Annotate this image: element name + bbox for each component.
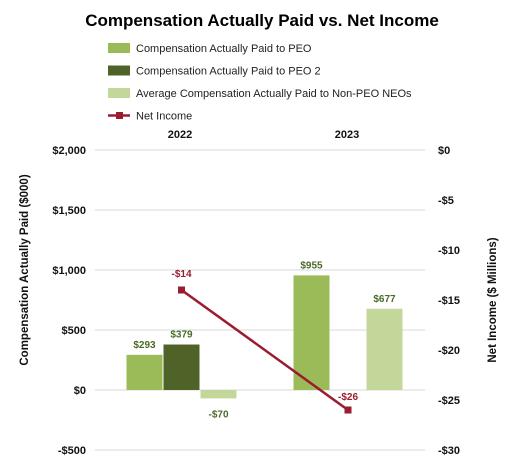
y2-tick-label: -$20 <box>438 345 460 357</box>
legend: Compensation Actually Paid to PEO Compens… <box>108 43 412 123</box>
net-income-marker-2022 <box>178 286 185 294</box>
data-label-2023-series-1: $955 <box>300 260 323 271</box>
net-income-line <box>178 286 352 414</box>
left-axis-title: Compensation Actually Paid ($000) <box>19 174 31 365</box>
left-axis-ticks: $2,000 $1,500 $1,000 $500 $0 -$500 <box>52 145 86 457</box>
right-axis-ticks: $0 -$5 -$10 -$15 -$20 -$25 -$30 <box>438 145 460 457</box>
data-label-2022-series-2: $379 <box>170 330 193 341</box>
y2-tick-label: -$30 <box>438 445 460 457</box>
y-tick-label: $2,000 <box>52 145 86 157</box>
data-label-2022-series-3: -$70 <box>208 409 228 420</box>
category-labels: 2022 2023 <box>168 129 359 141</box>
data-label-2023-series-3: $677 <box>373 294 396 305</box>
legend-swatch-3 <box>108 88 130 98</box>
net-income-marker-2023 <box>344 406 352 414</box>
y2-tick-label: -$5 <box>438 195 454 207</box>
net-income-path <box>180 288 349 412</box>
y-tick-label: -$500 <box>58 445 86 457</box>
category-label-2022: 2022 <box>168 129 192 141</box>
y-tick-label: $1,000 <box>52 265 86 277</box>
y2-tick-label: $0 <box>438 145 450 157</box>
net-income-label-2022: -$14 <box>171 269 191 280</box>
category-label-2023: 2023 <box>335 129 359 141</box>
bars <box>126 275 403 399</box>
chart-title: Compensation Actually Paid vs. Net Incom… <box>85 11 439 30</box>
right-axis-title: Net Income ($ Millions) <box>487 237 499 362</box>
y-tick-label: $500 <box>62 325 86 337</box>
bar-2022-series-2 <box>163 344 200 390</box>
legend-label-net-income: Net Income <box>136 111 192 123</box>
y-tick-label: $1,500 <box>52 205 86 217</box>
legend-label-3: Average Compensation Actually Paid to No… <box>136 88 412 100</box>
bar-2022-series-3 <box>200 390 237 399</box>
bar-2023-series-1 <box>293 275 330 390</box>
legend-label-2: Compensation Actually Paid to PEO 2 <box>136 66 321 78</box>
bar-2022-series-1 <box>126 354 163 390</box>
legend-swatch-2 <box>108 65 130 76</box>
legend-line-marker <box>116 112 123 119</box>
legend-label-1: Compensation Actually Paid to PEO <box>136 43 312 55</box>
y2-tick-label: -$25 <box>438 395 460 407</box>
data-labels: $293 $379 -$70 $955 $677 -$14 -$26 <box>133 260 396 420</box>
data-label-2022-series-1: $293 <box>133 340 156 351</box>
net-income-label-2023: -$26 <box>338 392 358 403</box>
y2-tick-label: -$15 <box>438 295 460 307</box>
legend-swatch-1 <box>108 43 130 53</box>
y2-tick-label: -$10 <box>438 245 460 257</box>
bar-2023-series-3 <box>366 308 403 390</box>
y-tick-label: $0 <box>74 385 86 397</box>
